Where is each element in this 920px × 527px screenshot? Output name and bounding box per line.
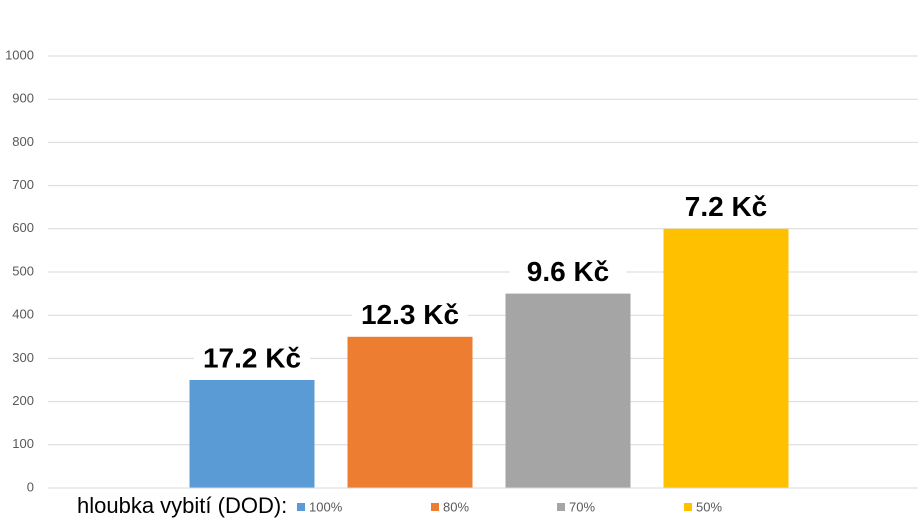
data-label: 7.2 Kč [685,191,768,222]
legend-swatch [557,503,565,511]
data-label-bg [668,191,784,226]
legend-label: 100% [309,499,343,514]
legend-title: hloubka vybití (DOD): [77,493,287,518]
y-tick-label: 300 [12,350,34,365]
legend-label: 80% [443,499,469,514]
data-label-bg [510,256,626,291]
legend-swatch [297,503,305,511]
legend-label: 50% [696,499,722,514]
legend-label: 70% [569,499,595,514]
y-tick-label: 0 [27,479,34,494]
y-tick-label: 400 [12,307,34,322]
data-label: 17.2 Kč [203,342,301,373]
data-label: 12.3 Kč [361,299,459,330]
data-label: 9.6 Kč [527,256,610,287]
y-tick-label: 200 [12,393,34,408]
bar [347,336,473,488]
y-tick-label: 100 [12,436,34,451]
y-tick-label: 1000 [5,47,34,62]
legend-swatch [431,503,439,511]
bar [663,228,789,489]
y-tick-label: 600 [12,220,34,235]
y-tick-label: 700 [12,177,34,192]
y-tick-label: 500 [12,263,34,278]
data-label-bg [352,299,468,334]
y-tick-label: 800 [12,134,34,149]
y-tick-label: 900 [12,91,34,106]
data-label-bg [194,343,310,377]
legend-swatch [684,503,692,511]
bar [189,380,315,488]
bar [505,293,631,488]
